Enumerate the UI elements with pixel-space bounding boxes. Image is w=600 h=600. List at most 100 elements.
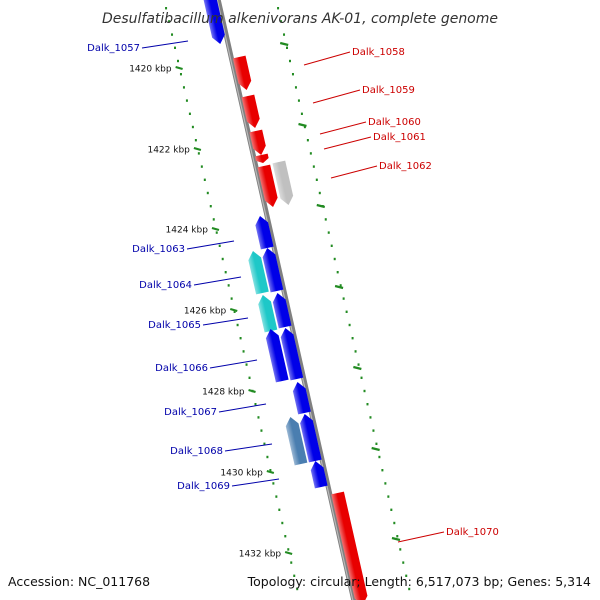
tick-dot	[303, 125, 306, 129]
tick-dot	[345, 310, 348, 313]
backbone-line	[215, 0, 357, 600]
tick-dot	[257, 416, 260, 419]
tick-dot	[245, 363, 248, 366]
kbp-tick-mark-right	[298, 122, 307, 128]
gene-feature-dalk-1060[interactable]	[249, 129, 267, 157]
tick-dot	[402, 561, 405, 564]
tick-dot	[363, 389, 366, 393]
gene-feature-dalk-1065[interactable]	[256, 294, 278, 333]
tick-dot	[182, 86, 185, 89]
gene-feature-dalk-1061[interactable]	[254, 153, 269, 165]
tick-dot	[342, 297, 345, 300]
genome-summary-text: Topology: circular; Length: 6,517,073 bp…	[247, 574, 591, 589]
tick-dot	[197, 152, 200, 155]
tick-dot	[387, 495, 390, 498]
tick-dots	[165, 7, 411, 591]
kbp-tick-mark-right	[353, 365, 362, 371]
tick-dot	[230, 297, 233, 300]
gene-label-dalk-1069[interactable]: Dalk_1069	[177, 481, 230, 492]
tick-dot	[203, 178, 206, 181]
gene-feature-dalk-1067[interactable]	[291, 381, 311, 415]
tick-dot	[381, 469, 384, 472]
tick-dot	[330, 244, 333, 247]
gene-feature-dalk-1070[interactable]	[331, 491, 369, 600]
label-leader-dalk-1059	[312, 89, 361, 104]
gene-feature-dalk-1063[interactable]	[254, 215, 274, 250]
kbp-tick-mark	[175, 65, 183, 71]
map-title: Desulfatibacillum alkenivorans AK-01, co…	[102, 11, 498, 27]
gene-feature-reverse-a[interactable]	[261, 247, 284, 293]
gene-label-dalk-1068[interactable]: Dalk_1068	[170, 446, 223, 457]
tick-dot	[360, 376, 363, 379]
kbp-tick-mark	[229, 307, 238, 313]
tick-dot	[280, 20, 283, 23]
tick-dot	[221, 257, 224, 261]
tick-dot	[272, 482, 275, 485]
tick-dot	[294, 86, 297, 89]
gene-feature-dalk-1069[interactable]	[309, 460, 328, 489]
label-leaders	[141, 40, 445, 543]
gene-label-dalk-1062[interactable]: Dalk_1062	[379, 161, 432, 172]
gene-label-dalk-1070[interactable]: Dalk_1070	[446, 527, 499, 538]
gene-label-dalk-1065[interactable]: Dalk_1065	[148, 320, 201, 331]
gene-feature-dalk-1066[interactable]	[264, 328, 289, 383]
gene-feature-dalk-1064[interactable]	[247, 250, 269, 295]
label-leader-dalk-1063	[186, 240, 235, 250]
tick-dot	[191, 125, 194, 129]
label-leader-dalk-1064	[193, 276, 242, 286]
kbp-tick-mark	[211, 226, 220, 232]
kbp-tick: 1430 kbp	[220, 469, 275, 479]
tick-dot	[315, 178, 318, 181]
kbp-tick-mark	[248, 388, 256, 394]
kbp-tick-label: 1420 kbp	[129, 65, 172, 75]
tick-dot	[372, 429, 375, 432]
tick-dot	[283, 33, 286, 36]
tick-dot	[286, 46, 289, 49]
gene-feature-reverse-d[interactable]	[298, 413, 322, 463]
tick-dot	[324, 218, 327, 221]
gene-feature-reverse-b[interactable]	[271, 292, 292, 329]
gene-label-dalk-1058[interactable]: Dalk_1058	[352, 47, 405, 58]
kbp-tick-mark-right	[316, 203, 326, 209]
tick-dot	[288, 59, 291, 63]
tick-dot	[194, 139, 197, 142]
gene-feature-pseudo[interactable]	[272, 160, 295, 207]
tick-dot	[284, 535, 287, 538]
gene-feature-dalk-1058[interactable]	[232, 55, 253, 92]
gene-label-dalk-1067[interactable]: Dalk_1067	[164, 407, 217, 418]
tick-dot	[348, 323, 351, 327]
tick-dot	[378, 455, 381, 459]
tick-dot	[339, 284, 342, 287]
gene-label-dalk-1066[interactable]: Dalk_1066	[155, 363, 208, 374]
tick-dot	[206, 191, 209, 195]
kbp-tick-mark	[266, 469, 275, 475]
kbp-tick-mark-right	[279, 41, 289, 47]
tick-dot	[293, 574, 296, 577]
tick-dot	[209, 205, 212, 208]
tick-dot	[354, 350, 357, 353]
tick-dot	[408, 587, 411, 591]
gene-label-dalk-1061[interactable]: Dalk_1061	[373, 132, 426, 143]
tick-dot	[309, 152, 312, 155]
tick-dot	[306, 139, 309, 142]
tick-dot	[248, 376, 251, 379]
tick-dot	[260, 429, 263, 432]
gene-feature-dalk-1059[interactable]	[241, 94, 262, 130]
gene-feature-reverse-c[interactable]	[279, 327, 304, 381]
tick-dot	[277, 7, 280, 10]
gene-feature-dalk-1068[interactable]	[284, 416, 308, 466]
gene-label-dalk-1064[interactable]: Dalk_1064	[139, 280, 192, 291]
gene-feature-dalk-1062[interactable]	[257, 164, 279, 209]
tick-dot	[291, 73, 294, 76]
tick-dot	[254, 403, 257, 406]
tick-dot	[171, 33, 174, 36]
gene-label-dalk-1063[interactable]: Dalk_1063	[132, 244, 185, 255]
gene-label-dalk-1057[interactable]: Dalk_1057	[87, 43, 140, 54]
tick-dot	[375, 442, 378, 445]
gene-label-dalk-1059[interactable]: Dalk_1059	[362, 85, 415, 96]
tick-dot	[188, 112, 191, 115]
gene-label-dalk-1060[interactable]: Dalk_1060	[368, 117, 421, 128]
kbp-tick-mark	[193, 146, 202, 152]
gene-feature-dalk-1057[interactable]	[202, 0, 227, 45]
